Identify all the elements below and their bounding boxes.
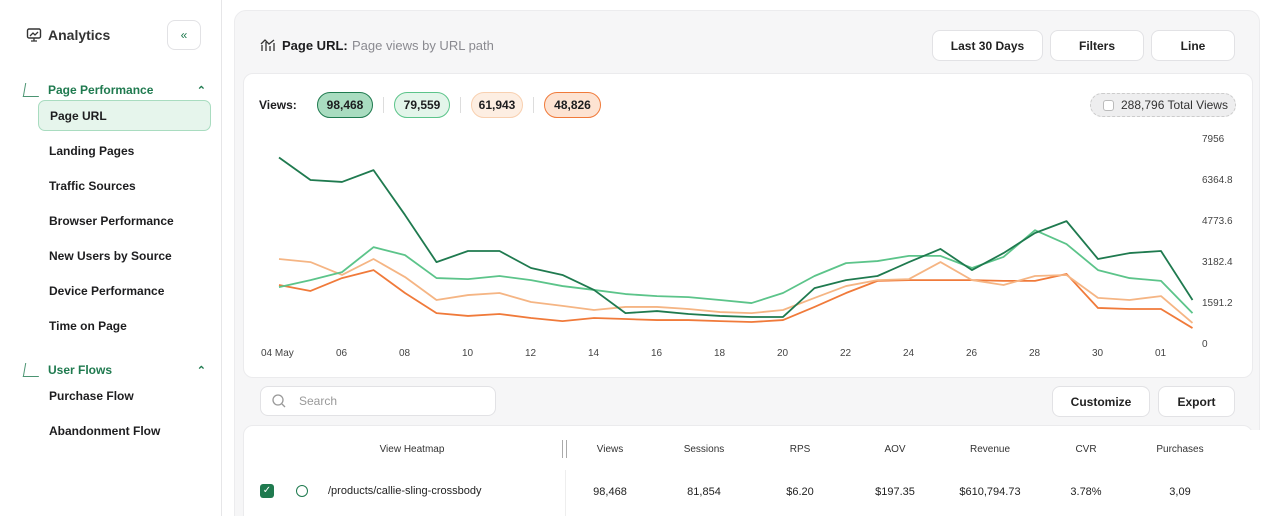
section-icon: [22, 363, 42, 377]
nav-item[interactable]: Page URL: [38, 100, 211, 131]
header-button[interactable]: Filters: [1050, 30, 1144, 61]
cell: $6.20: [786, 486, 814, 498]
header-subtitle: Page views by URL path: [352, 38, 494, 53]
y-tick-label: 7956: [1202, 134, 1225, 145]
legend-separator: [383, 97, 384, 113]
legend-separator: [460, 97, 461, 113]
cell: 3,09: [1169, 486, 1191, 498]
header-title: Page URL:: [282, 38, 348, 53]
nav-section[interactable]: Page Performance ⌃: [48, 80, 206, 100]
legend-pill[interactable]: 98,468: [317, 92, 373, 118]
column-header[interactable]: Sessions: [683, 443, 725, 455]
chevron: ⌃: [196, 364, 206, 377]
collapse-button[interactable]: «: [167, 20, 201, 50]
nav-item[interactable]: Device Performance: [49, 283, 165, 298]
views-label: Views:: [259, 98, 297, 112]
cell: /products/callie-sling-crossbody: [328, 485, 482, 497]
chevron: ⌃: [196, 84, 206, 97]
series-line: [278, 258, 1194, 324]
total-views[interactable]: 288,796 Total Views: [1090, 93, 1236, 117]
search-placeholder: Search: [299, 394, 338, 408]
nav-item[interactable]: Traffic Sources: [49, 178, 136, 193]
legend-pill[interactable]: 79,559: [394, 92, 450, 118]
table-card: [243, 425, 1253, 516]
x-tick-label: 14: [588, 348, 600, 359]
header-button[interactable]: Line: [1151, 30, 1235, 61]
nav-item[interactable]: Purchase Flow: [49, 388, 134, 403]
y-tick-label: 1591.2: [1202, 298, 1233, 309]
y-tick-label: 6364.8: [1202, 175, 1233, 186]
y-tick-label: 3182.4: [1202, 257, 1233, 268]
toolbar-button[interactable]: Customize: [1052, 386, 1150, 417]
x-tick-label: 04 May: [261, 348, 294, 359]
search-icon: [272, 394, 286, 408]
x-tick-label: 12: [525, 348, 537, 359]
column-header[interactable]: RPS: [789, 443, 811, 455]
cell: 81,854: [687, 486, 721, 498]
brand-icon: [26, 28, 42, 42]
legend-pill[interactable]: 61,943: [471, 92, 523, 118]
brand-title: Analytics: [48, 27, 111, 43]
x-tick-label: 06: [336, 348, 348, 359]
section-title: User Flows: [48, 363, 113, 377]
x-tick-label: 24: [903, 348, 915, 359]
x-tick-label: 18: [714, 348, 726, 359]
column-header[interactable]: Revenue: [969, 443, 1011, 455]
sidebar: Analytics «: [0, 0, 222, 516]
section-title: Page Performance: [48, 83, 154, 97]
x-tick-label: 10: [462, 348, 474, 359]
nav-item[interactable]: Time on Page: [49, 318, 127, 333]
heatmap-icon[interactable]: [296, 485, 308, 497]
nav-item[interactable]: New Users by Source: [49, 248, 172, 263]
cell: $197.35: [875, 486, 915, 498]
column-header[interactable]: AOV: [884, 443, 906, 455]
header-button[interactable]: Last 30 Days: [932, 30, 1043, 61]
x-tick-label: 28: [1029, 348, 1041, 359]
y-tick-label: 0: [1202, 339, 1208, 350]
total-views-text: 288,796 Total Views: [1121, 98, 1228, 112]
search-box[interactable]: Search: [260, 386, 496, 416]
total-checkbox[interactable]: [1103, 99, 1114, 111]
column-header: View Heatmap: [379, 443, 445, 455]
y-tick-label: 4773.6: [1202, 216, 1233, 227]
toolbar-button[interactable]: Export: [1158, 386, 1235, 417]
header-icon: [260, 39, 275, 51]
fade: [1150, 430, 1260, 516]
x-tick-label: 30: [1092, 348, 1104, 359]
nav-item[interactable]: Browser Performance: [49, 213, 174, 228]
column-divider: [565, 470, 566, 516]
cell: 3.78%: [1070, 486, 1102, 498]
x-tick-label: 26: [966, 348, 978, 359]
series-line: [278, 156, 1194, 318]
chart: 0 1591.2 3182.4 4773.6 6364.8 7956 04 May 06 08 1…: [261, 134, 1233, 359]
nav-section[interactable]: User Flows ⌃: [48, 360, 206, 380]
legend-pill[interactable]: 48,826: [544, 92, 601, 118]
row-checkbox[interactable]: ✓: [260, 484, 274, 498]
nav-item[interactable]: Landing Pages: [49, 143, 135, 158]
x-tick-label: 08: [399, 348, 411, 359]
section-icon: [22, 83, 42, 97]
column-header[interactable]: CVR: [1075, 443, 1097, 455]
series-line: [278, 229, 1194, 314]
series-line: [278, 269, 1193, 329]
column-header[interactable]: Purchases: [1156, 443, 1204, 455]
column-header[interactable]: Views: [596, 443, 624, 455]
column-resizer[interactable]: [562, 440, 567, 458]
cell: $610,794.73: [959, 486, 1021, 498]
x-tick-label: 22: [840, 348, 852, 359]
legend-separator: [533, 97, 534, 113]
x-tick-label: 01: [1155, 348, 1167, 359]
x-tick-label: 20: [777, 348, 789, 359]
nav-item[interactable]: Abandonment Flow: [49, 423, 161, 438]
x-tick-label: 16: [651, 348, 663, 359]
cell: 98,468: [593, 486, 627, 498]
